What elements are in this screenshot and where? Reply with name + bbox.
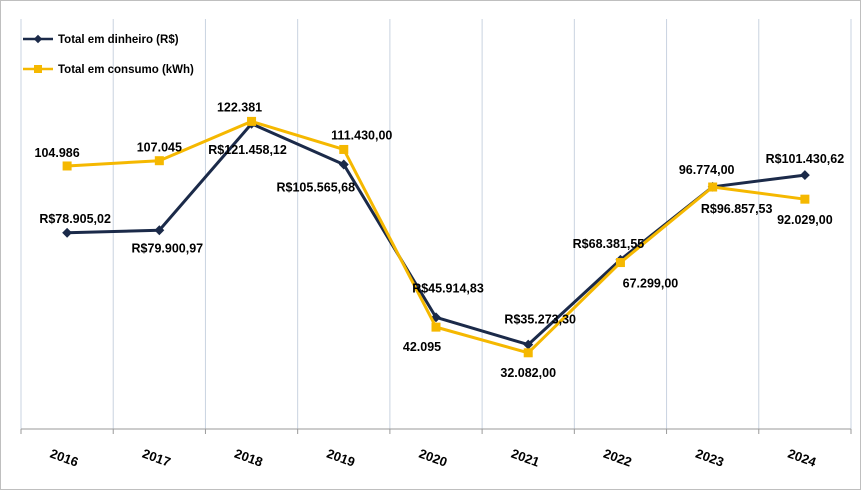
point-s0-2017 [154,225,165,236]
data-label-s0-2016: R$78.905,02 [39,212,111,226]
point-s1-2023 [708,182,718,192]
grid-layer [20,19,852,429]
legend-marker-0 [33,34,43,44]
x-tick-label-2021: 2021 [509,446,541,470]
data-label-s0-2021: R$35.273,30 [504,313,576,327]
data-label-s1-2020: 42.095 [403,340,441,354]
data-label-s0-2019: R$105.565,68 [277,180,356,194]
point-s1-2021 [523,348,533,358]
data-labels: R$78.905,02 R$79.900,97 R$121.458,12 R$105.… [35,100,845,379]
data-label-s1-2021: 32.082,00 [500,366,556,380]
x-tick-label-2020: 2020 [417,446,449,470]
data-label-s1-2017: 107.045 [137,141,182,155]
series-line-0 [67,122,806,347]
data-label-s0-2022: R$68.381,55 [573,237,645,251]
point-s0-2024 [799,170,810,181]
data-label-s1-2016: 104.986 [35,146,80,160]
legend-marker-1 [34,65,42,73]
point-s1-2016 [62,161,72,171]
point-s1-2020 [431,322,441,332]
legend-label-1: Total em consumo (kWh) [58,64,194,76]
x-tick-label-2019: 2019 [325,446,357,470]
legend-label-0: Total em dinheiro (R$) [58,34,179,46]
data-label-s0-2024: R$101.430,62 [766,152,845,166]
x-axis: 2016 2017 2018 2019 2020 2021 2022 2023 2024 [20,428,852,470]
data-label-s1-2024: 92.029,00 [777,213,833,227]
data-label-s1-2023: 96.774,00 [679,163,735,177]
point-s1-2019 [339,144,349,154]
x-tick-label-2022: 2022 [601,446,633,470]
x-tick-label-2018: 2018 [233,446,265,470]
x-tick-label-2024: 2024 [786,446,819,470]
data-label-s0-2017: R$79.900,97 [132,241,204,255]
point-s0-2016 [62,227,73,238]
data-label-s1-2022: 67.299,00 [623,277,679,291]
point-s0-2021 [523,339,534,350]
data-label-s1-2018: 122.381 [217,100,262,114]
series-layer [62,116,810,358]
x-tick-label-2016: 2016 [48,446,80,470]
legend: Total em dinheiro (R$) Total em consumo (… [23,34,194,76]
point-s1-2024 [800,194,810,204]
point-s0-2019 [338,159,349,170]
data-label-s0-2020: R$45.914,83 [412,281,484,295]
data-label-s0-2018: R$121.458,12 [208,143,287,157]
data-label-s0-2023: R$96.857,53 [701,202,773,216]
point-s1-2022 [615,258,625,268]
point-s1-2018 [247,116,257,126]
x-tick-label-2017: 2017 [140,446,172,470]
point-s1-2017 [154,156,164,166]
x-tick-label-2023: 2023 [694,446,726,470]
data-label-s1-2019: 111.430,00 [331,128,392,142]
